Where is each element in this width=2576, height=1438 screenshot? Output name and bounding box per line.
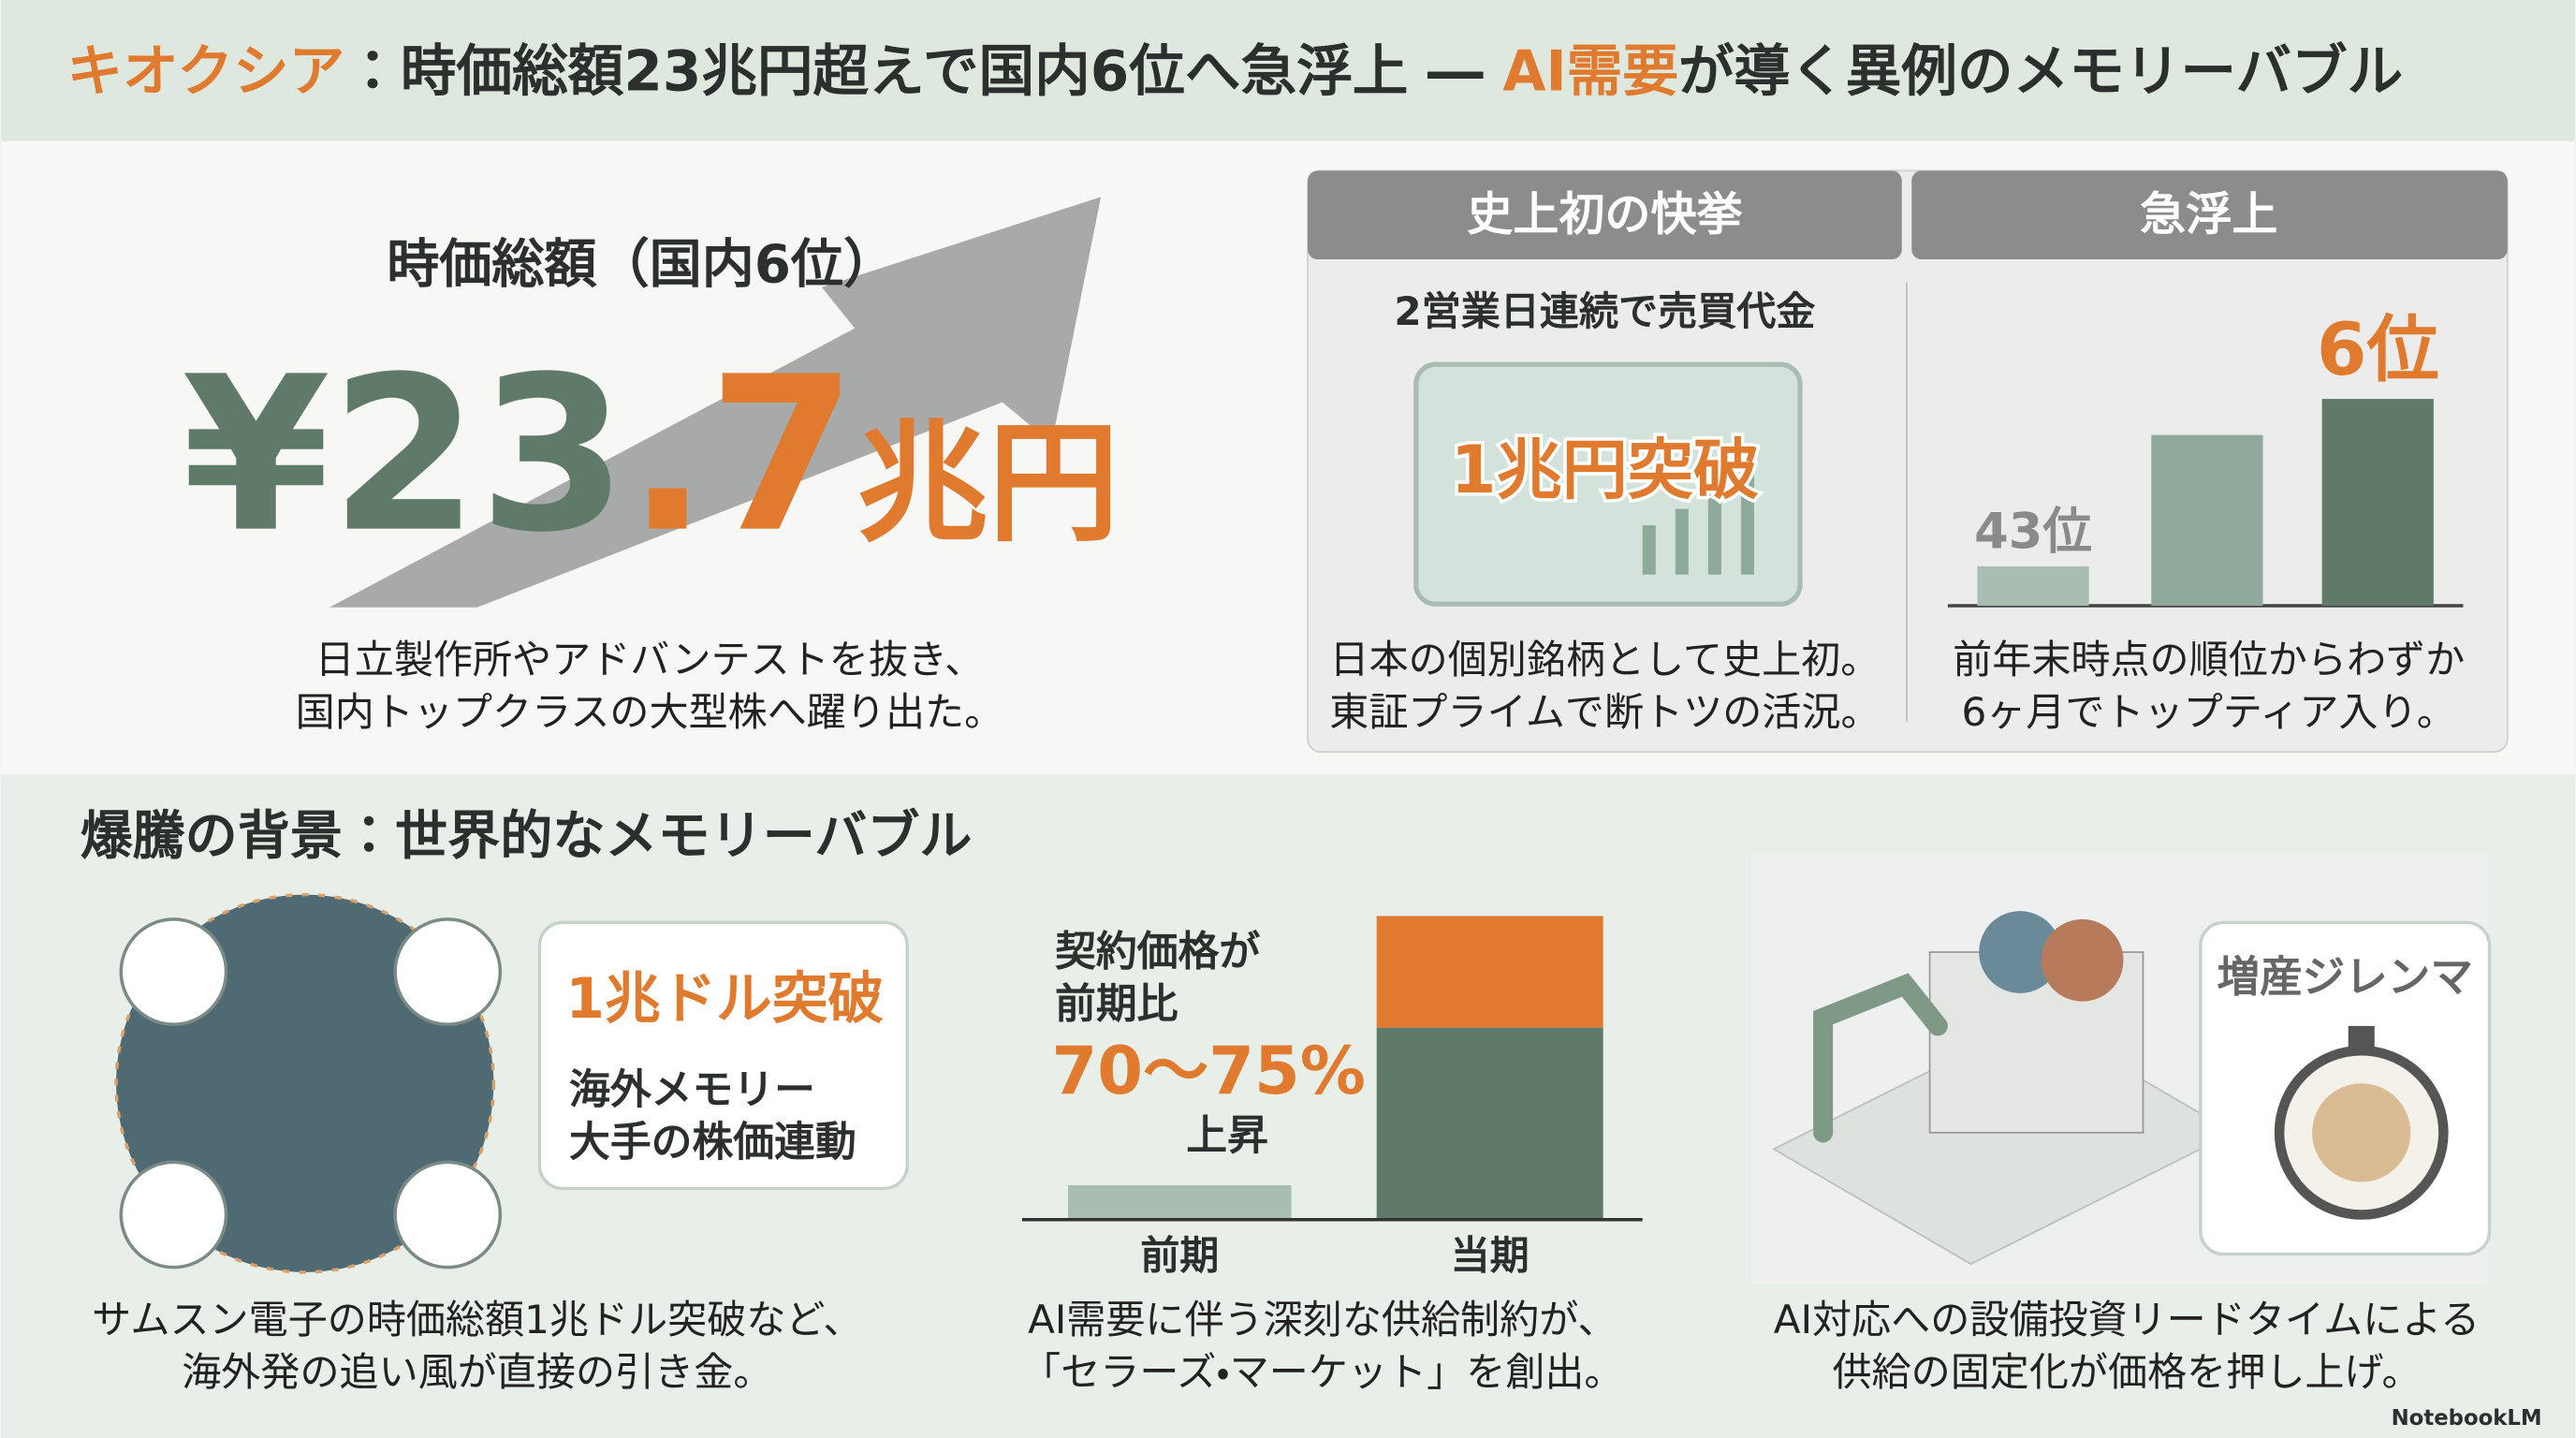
icons bbox=[119, 917, 503, 1269]
caption: サムスン電子の時価総額1兆ドル突破など、 bbox=[92, 1297, 862, 1343]
section-title: 爆騰の背景：世界的なメモリーバブル bbox=[80, 806, 972, 867]
panel-header: 急浮上 bbox=[2140, 186, 2277, 241]
hero-description: 国内トップクラスの大型株へ躍り出た。 bbox=[296, 689, 1004, 735]
screen-bars bbox=[1642, 443, 1754, 575]
wafer bbox=[2041, 918, 2124, 1002]
screen bbox=[1413, 361, 1803, 607]
hero-label: 時価総額（国内6位） bbox=[387, 235, 896, 296]
caption: AI需要に伴う深刻な供給制約が、 bbox=[1028, 1297, 1617, 1343]
callout-title: 増産ジレンマ bbox=[2217, 952, 2472, 1002]
hero-value: ¥23.7兆円 bbox=[182, 330, 1120, 580]
callout-line: 大手の株価連動 bbox=[569, 1118, 856, 1166]
callout bbox=[537, 920, 909, 1191]
panel-header: 史上初の快挙 bbox=[1467, 186, 1743, 241]
category-label: 当期 bbox=[1451, 1232, 1530, 1278]
robot-arm bbox=[1813, 973, 1948, 1143]
panel-description: 東証プライムで断トツの活況。 bbox=[1329, 689, 1880, 735]
arrow bbox=[329, 197, 1102, 608]
price-highlight: 70〜75% bbox=[1052, 1033, 1367, 1109]
price-line: 前期比 bbox=[1055, 980, 1178, 1028]
wafer bbox=[1979, 911, 2061, 993]
caption: 供給の固定化が価格を押し上げ。 bbox=[1832, 1349, 2421, 1395]
caption: 海外発の追い風が直接の引き金。 bbox=[182, 1349, 772, 1395]
rank-bar bbox=[2151, 434, 2263, 607]
price-line: 上昇 bbox=[1186, 1111, 1268, 1159]
title: キオクシア：時価総額23兆円超えで国内6位へ急浮上 ― AI需要が導く異例のメモ… bbox=[66, 39, 2403, 104]
header-band bbox=[1, 0, 2575, 141]
rank-after: 6位 bbox=[2317, 308, 2439, 392]
globe-network bbox=[114, 892, 496, 1274]
panel-description: 日本の個別銘柄として史上初。 bbox=[1329, 637, 1880, 682]
price-bar bbox=[1068, 1184, 1292, 1220]
caption: 「セラーズ・マーケット」を創出。 bbox=[1021, 1349, 1623, 1395]
hero-value-main: ¥23 bbox=[182, 330, 627, 580]
price-bar-increase bbox=[1376, 916, 1603, 1028]
caption: AI対応への設備投資リードタイムによる bbox=[1774, 1297, 2480, 1343]
panel-header-bg bbox=[1911, 170, 2508, 260]
stopwatch-gears bbox=[2312, 1083, 2411, 1182]
hero-value-decimal: .7 bbox=[627, 330, 856, 580]
rank-bar bbox=[2321, 399, 2434, 607]
footer-brand: NotebookLM bbox=[2392, 1406, 2542, 1431]
title-part: ：時価総額23兆円超えで国内6位へ急浮上 ― bbox=[344, 39, 1502, 104]
rank-bar bbox=[1977, 565, 2089, 607]
title-brand: キオクシア bbox=[66, 39, 344, 104]
price-bar bbox=[1376, 1027, 1603, 1220]
panel-description: 6ヶ月でトップティア入り。 bbox=[1961, 689, 2455, 735]
panel-subtitle: 2営業日連続で売買代金 bbox=[1394, 288, 1815, 334]
panel-description: 前年末時点の順位からわずか bbox=[1953, 637, 2465, 682]
panel-highlight: 1兆円突破 bbox=[1451, 432, 1759, 508]
hero-value-unit: 兆円 bbox=[856, 408, 1120, 561]
panel-highlight-text: 1兆円突破 bbox=[1451, 432, 1759, 508]
title-part: が導く異例のメモリーバブル bbox=[1678, 39, 2403, 104]
title-highlight: AI需要 bbox=[1502, 39, 1678, 104]
callout-title: 1兆ドル突破 bbox=[565, 967, 884, 1032]
callout-line: 海外メモリー bbox=[569, 1065, 815, 1113]
hero-description: 日立製作所やアドバンテストを抜き、 bbox=[315, 637, 985, 682]
category-label: 前期 bbox=[1140, 1232, 1219, 1278]
stopwatch-crown bbox=[2348, 1025, 2375, 1049]
panel-header-bg bbox=[1308, 170, 1902, 260]
rank-before: 43位 bbox=[1974, 504, 2092, 561]
price-line: 契約価格が bbox=[1055, 928, 1260, 976]
